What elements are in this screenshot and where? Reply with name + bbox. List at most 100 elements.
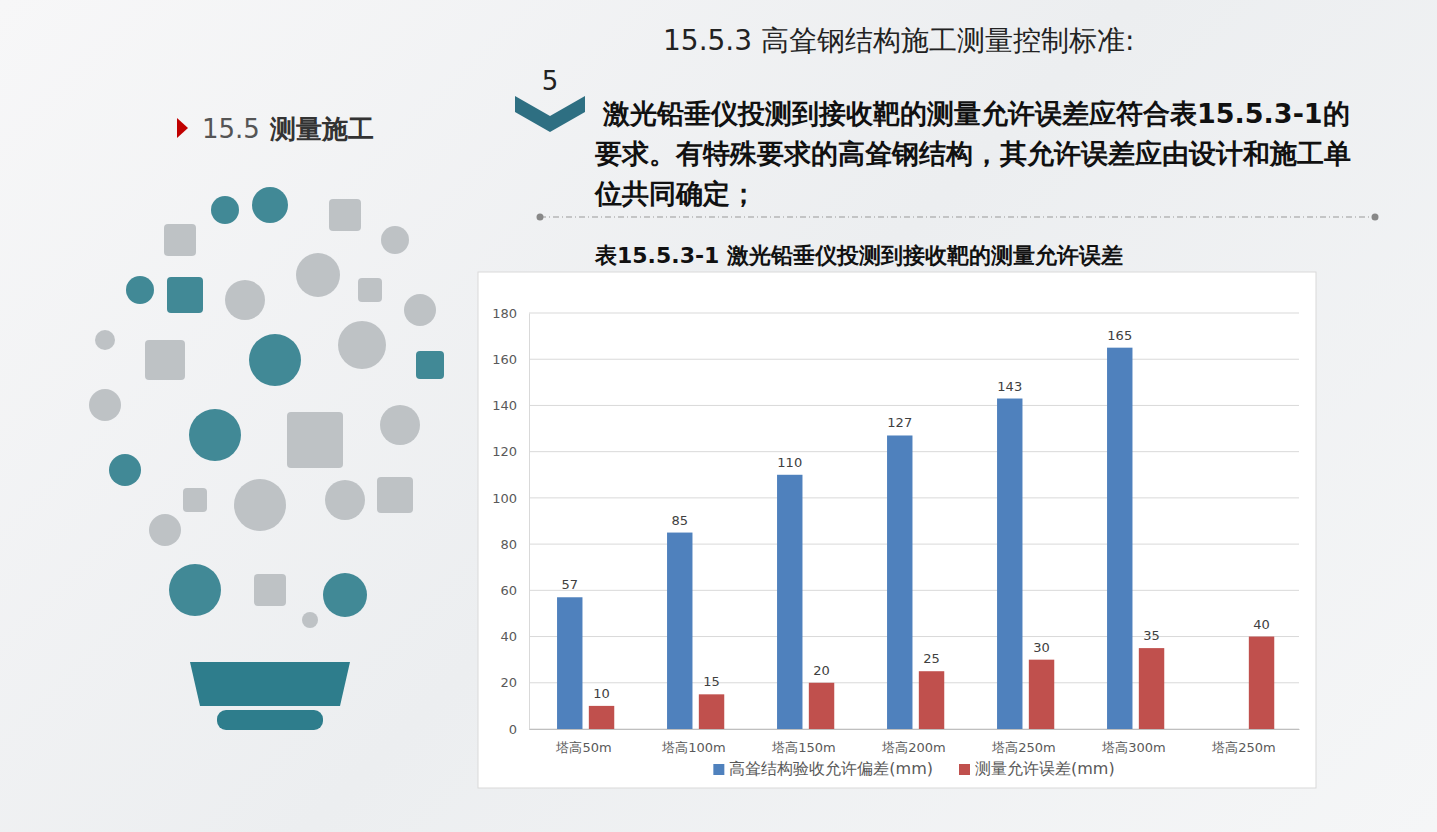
y-tick-label: 120 [492,444,517,459]
grid-line [529,729,1299,730]
y-tick: 100 [492,491,529,506]
x-tick-label: 塔高250m [991,740,1055,755]
y-tick: 180 [492,306,529,321]
y-tick-label: 0 [509,722,517,737]
icon [254,574,286,606]
icon [302,612,318,628]
icon [358,278,382,302]
icon [380,405,420,445]
icon [325,480,365,520]
grid-line [529,359,1299,360]
data-label: 110 [777,455,802,470]
y-tick: 60 [500,583,529,598]
data-labels: 578511012714316510152025303540 [561,328,1269,701]
y-tick: 80 [500,537,529,552]
icon [329,199,361,231]
x-tick: 塔高100m [661,729,725,755]
legend-swatch [713,764,724,775]
chart-box [478,272,1316,788]
legend-label: 高耸结构验收允许偏差(mm) [729,759,933,778]
bulb-base [190,662,350,706]
icon [189,409,241,461]
icon [252,187,288,223]
x-tick-label: 塔高150m [771,740,835,755]
grid-line [529,682,1299,683]
icon [109,454,141,486]
data-label: 57 [561,577,578,592]
data-label: 127 [887,415,912,430]
icon [211,196,239,224]
x-tick: 塔高250m [1211,729,1275,755]
x-tick-label: 塔高200m [881,740,945,755]
chart-title: 表15.5.3-1 激光铅垂仪投测到接收靶的测量允许误差 [594,243,1123,268]
badge-number: 5 [542,66,559,96]
x-tick-label: 塔高100m [661,740,725,755]
data-label: 143 [997,379,1022,394]
x-tick: 塔高200m [881,729,945,755]
icon [149,514,181,546]
x-tick: 塔高150m [771,729,835,755]
grid-line [529,497,1299,498]
heading: 15.5.3 高耸钢结构施工测量控制标准: [663,24,1134,57]
bar [997,399,1022,729]
legend-item: 高耸结构验收允许偏差(mm) [713,759,933,778]
y-tick-label: 80 [500,537,517,552]
data-label: 10 [593,686,610,701]
section-marker [177,118,188,138]
bar [887,435,912,729]
icon [183,488,207,512]
bar [1029,660,1054,729]
y-tick: 40 [500,629,529,644]
bulb-cap [217,710,323,730]
icon [167,277,203,313]
data-label: 35 [1143,628,1160,643]
y-tick: 0 [509,722,529,737]
grid [529,313,1299,729]
bar [557,597,582,729]
y-axis: 0 20 40 60 80 100 120 140 160 180 [492,306,529,737]
data-label: 85 [671,513,688,528]
bars [557,348,1274,729]
decoration [89,187,444,730]
icon [296,253,340,297]
y-tick-label: 160 [492,352,517,367]
section-header: 15.5测量施工 [202,114,374,144]
icon [126,276,154,304]
legend-label: 测量允许误差(mm) [975,759,1115,778]
separator-dot [537,214,544,221]
y-tick-label: 140 [492,398,517,413]
data-label: 20 [813,663,830,678]
x-tick-label: 塔高300m [1101,740,1165,755]
legend-item: 测量允许误差(mm) [959,759,1115,778]
data-label: 165 [1107,328,1132,343]
icon [323,573,367,617]
icon [225,280,265,320]
y-tick-label: 40 [500,629,517,644]
y-axis-line [529,314,530,730]
grid-line [529,544,1299,545]
y-tick-label: 20 [500,675,517,690]
data-label: 15 [703,674,720,689]
bar [809,683,834,729]
x-tick: 塔高300m [1101,729,1165,755]
icon [416,351,444,379]
separator [540,217,1375,218]
icon [169,564,221,616]
bar [919,671,944,729]
y-tick: 140 [492,398,529,413]
bar [589,706,614,729]
icon [234,479,286,531]
y-tick: 120 [492,444,529,459]
x-tick: 塔高50m [555,729,611,755]
x-tick: 塔高250m [991,729,1055,755]
y-tick-label: 100 [492,491,517,506]
icon [338,321,386,369]
icon [164,224,196,256]
legend-swatch [959,764,970,775]
grid-line [529,590,1299,591]
bar [667,533,692,729]
section-number: 15.5 [202,114,260,144]
grid-line [529,451,1299,452]
grid-line [529,636,1299,637]
x-tick-label: 塔高50m [555,740,611,755]
